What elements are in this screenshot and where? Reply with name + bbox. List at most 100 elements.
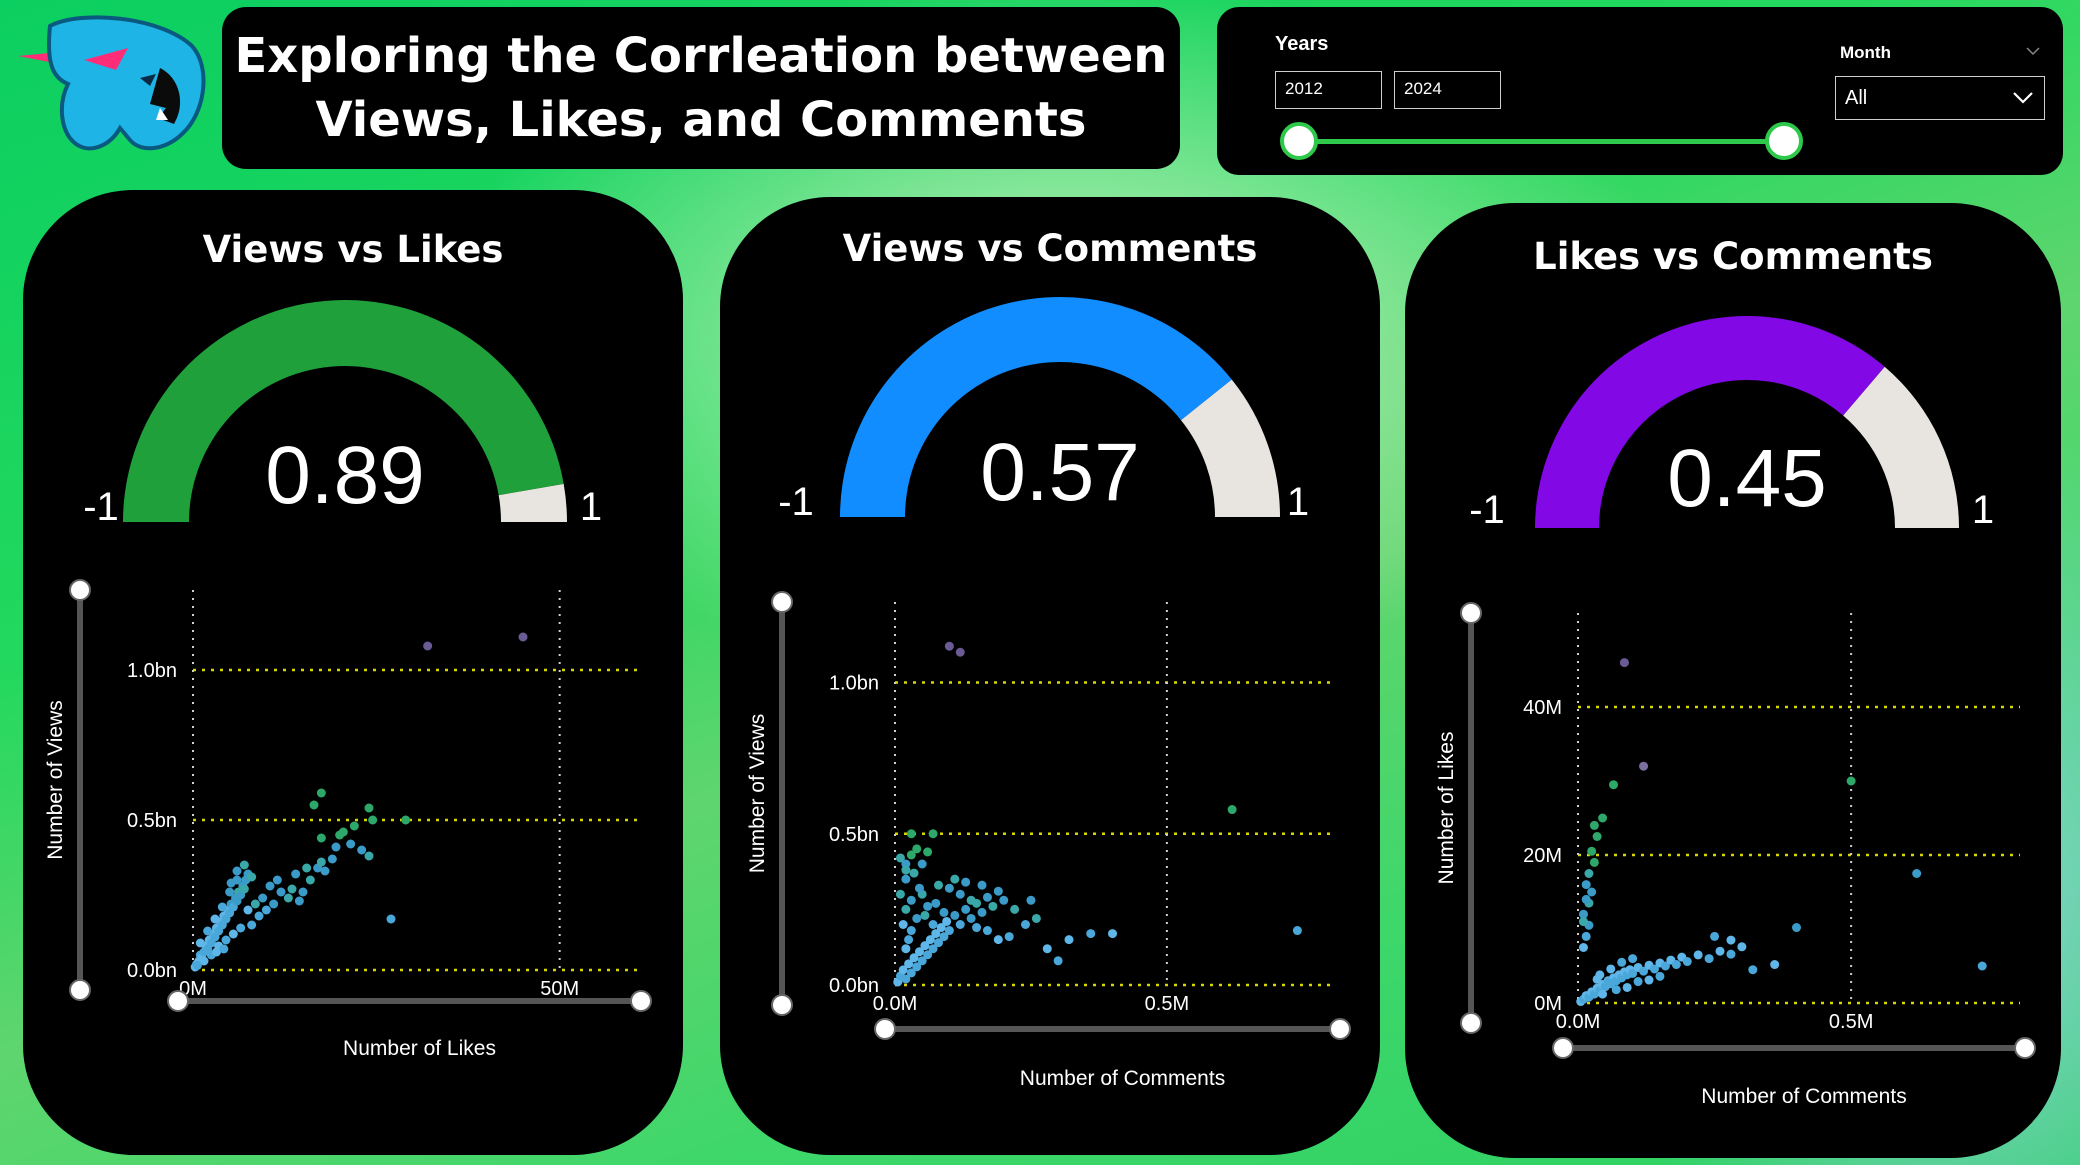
views-vs-comments-data-point	[912, 962, 922, 972]
views-vs-comments-data-point	[1108, 929, 1117, 939]
year-to-input[interactable]: 2024	[1394, 71, 1501, 109]
likes-vs-comments-y-tick-label: 40M	[1523, 697, 1562, 719]
month-label: Month	[1840, 43, 1891, 62]
views-vs-likes-gauge-max-label: 1	[580, 485, 602, 529]
year-from-input[interactable]: 2012	[1275, 71, 1382, 109]
views-vs-comments-data-point	[955, 889, 965, 899]
views-vs-likes-data-point	[316, 833, 326, 843]
views-vs-likes-y-zoom-bottom-handle[interactable]	[69, 979, 91, 1001]
views-vs-comments-y-tick-label: 0.0bn	[829, 975, 879, 997]
likes-vs-comments-data-point	[1598, 813, 1608, 823]
likes-vs-comments-y-tick-label: 0M	[1534, 993, 1562, 1015]
likes-vs-comments-data-point	[1660, 961, 1670, 971]
views-vs-likes-data-point	[327, 854, 337, 864]
views-vs-likes-y-tick-label: 1.0bn	[127, 660, 177, 682]
likes-vs-comments-y-tick-label: 20M	[1523, 845, 1562, 867]
likes-vs-comments-x-zoom-right-handle[interactable]	[2014, 1037, 2036, 1059]
views-vs-comments-y-zoom-track	[779, 602, 785, 1005]
likes-vs-comments-data-point	[1581, 880, 1591, 890]
views-vs-likes-gauge-value: 0.89	[265, 430, 425, 521]
likes-vs-comments-data-point	[1581, 894, 1591, 904]
likes-vs-comments-data-point	[1639, 761, 1649, 771]
likes-vs-comments-data-point	[1710, 931, 1720, 941]
views-vs-comments-data-point	[1292, 926, 1302, 936]
likes-vs-comments-data-point	[1693, 950, 1703, 960]
views-vs-comments-data-point	[934, 938, 943, 948]
views-vs-comments-data-point	[982, 926, 992, 936]
views-vs-comments-data-point	[901, 904, 911, 914]
views-vs-comments-data-point	[950, 874, 960, 884]
likes-vs-comments-x-tick-label: 0.5M	[1829, 1011, 1873, 1033]
views-vs-comments-data-point	[923, 950, 933, 960]
likes-vs-comments-y-zoom-bottom-handle[interactable]	[1460, 1012, 1482, 1034]
month-collapse-icon[interactable]	[2025, 45, 2041, 57]
views-vs-likes-x-axis-label: Number of Likes	[343, 1037, 496, 1060]
views-vs-comments-x-tick-label: 0.0M	[873, 993, 917, 1015]
views-vs-likes-data-point	[254, 911, 264, 921]
views-vs-comments-data-point	[928, 920, 938, 929]
likes-vs-comments-gauge: 0.45 -1 1	[1469, 316, 1994, 532]
views-vs-likes-data-point	[228, 929, 238, 939]
views-vs-comments-data-point	[895, 889, 905, 899]
views-vs-likes-y-tick-label: 0.5bn	[127, 810, 177, 832]
year-slider-end-handle[interactable]	[1765, 122, 1803, 160]
views-vs-comments-data-point	[934, 880, 943, 890]
views-vs-comments-data-point	[923, 847, 933, 857]
views-vs-comments-data-point	[931, 929, 941, 939]
views-vs-comments-data-point	[901, 874, 911, 884]
views-vs-comments-gauge-remainder-arc	[1180, 379, 1280, 517]
views-vs-comments-data-point	[912, 913, 922, 923]
views-vs-likes-y-tick-label: 0.0bn	[127, 960, 177, 982]
month-dropdown-value: All	[1845, 87, 1868, 109]
views-vs-comments-data-point	[961, 904, 971, 914]
views-vs-comments-y-zoom-top-handle[interactable]	[771, 591, 793, 613]
year-slider-start-handle[interactable]	[1280, 122, 1318, 160]
likes-vs-comments-y-zoom-top-handle[interactable]	[1460, 602, 1482, 624]
likes-vs-comments-data-point	[1578, 909, 1588, 919]
likes-vs-comments-data-point	[1639, 966, 1649, 976]
views-vs-comments-data-point	[1227, 805, 1237, 815]
views-vs-likes-data-point	[258, 893, 268, 903]
views-vs-comments-data-point	[982, 892, 992, 902]
views-vs-likes-data-point	[364, 803, 374, 813]
likes-vs-comments-data-point	[1748, 965, 1758, 975]
views-vs-likes-gauge: 0.89 -1 1	[83, 299, 602, 529]
likes-vs-comments-data-point	[1715, 946, 1725, 956]
likes-vs-comments-data-point	[1726, 935, 1736, 945]
views-vs-comments-data-point	[901, 865, 911, 875]
likes-vs-comments-x-zoom-left-handle[interactable]	[1552, 1037, 1574, 1059]
likes-vs-comments-scatter: 0M 20M 40M 0.0M 0.5M Number of Comments Number…	[1435, 602, 2036, 1108]
page-title-line-1: Exploring the Corrleation between	[234, 28, 1168, 84]
views-vs-likes-data-point	[243, 905, 253, 915]
likes-vs-comments-data-point	[1977, 961, 1987, 971]
month-dropdown[interactable]: All	[1835, 76, 2045, 120]
likes-vs-comments-data-point	[1587, 887, 1597, 897]
views-vs-comments-y-tick-label: 1.0bn	[829, 673, 879, 695]
views-vs-likes-data-point	[219, 944, 229, 954]
views-vs-comments-y-tick-label: 0.5bn	[829, 824, 879, 846]
views-vs-comments-y-zoom-bottom-handle[interactable]	[771, 994, 793, 1016]
views-vs-comments-x-tick-label: 0.5M	[1145, 993, 1189, 1015]
views-vs-likes-data-point	[316, 857, 326, 867]
likes-vs-comments-data-point	[1611, 985, 1621, 995]
views-vs-comments-data-point	[939, 907, 949, 917]
views-vs-likes-data-point	[211, 947, 221, 957]
views-vs-likes-x-zoom-left-handle[interactable]	[167, 990, 189, 1012]
views-vs-likes-panel: Views vs Likes 0.89 -1 1 0.0bn 0.5bn 1.0bn 0M…	[23, 190, 683, 1155]
views-vs-likes-x-zoom-right-handle[interactable]	[630, 990, 652, 1012]
views-vs-comments-x-zoom-left-handle[interactable]	[874, 1018, 896, 1040]
views-vs-comments-data-point	[966, 913, 976, 923]
likes-vs-comments-title: Likes vs Comments	[1533, 235, 1933, 278]
views-vs-likes-data-point	[294, 896, 304, 906]
views-vs-comments-data-point	[901, 944, 911, 954]
likes-vs-comments-data-point	[1592, 832, 1602, 841]
likes-vs-comments-data-point	[1578, 917, 1588, 927]
views-vs-likes-y-zoom-top-handle[interactable]	[69, 579, 91, 601]
likes-vs-comments-y-zoom-track	[1468, 613, 1474, 1023]
views-vs-likes-data-point	[349, 821, 359, 831]
views-vs-likes-data-point	[401, 815, 411, 825]
views-vs-comments-x-zoom-track	[885, 1026, 1340, 1032]
views-vs-comments-data-point	[993, 935, 1003, 945]
views-vs-comments-data-point	[898, 920, 908, 929]
views-vs-comments-x-zoom-right-handle[interactable]	[1329, 1018, 1351, 1040]
